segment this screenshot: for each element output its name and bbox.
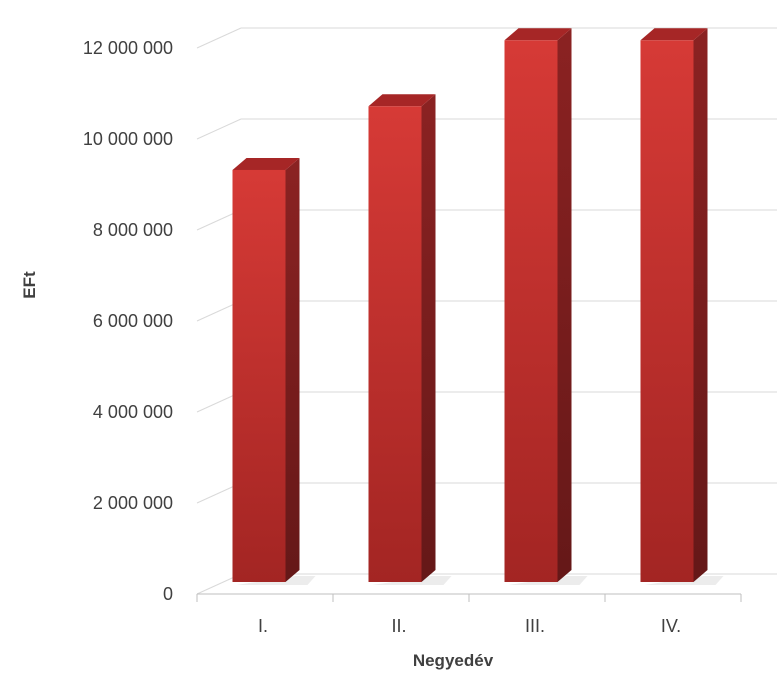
x-axis-title: Negyedév [413,651,494,670]
x-tick-label: I. [258,616,268,636]
y-axis-tick-labels: 0 2 000 000 4 000 000 6 000 000 8 000 000 10 … [83,38,173,604]
bar-4 [640,28,724,585]
x-tick-label: III. [525,616,545,636]
gridline [196,27,777,49]
bars [232,28,724,585]
y-tick-label: 12 000 000 [83,38,173,58]
bar-2 [368,94,452,585]
y-tick-label: 0 [163,584,173,604]
y-tick-label: 10 000 000 [83,129,173,149]
x-axis [196,593,742,602]
y-tick-label: 2 000 000 [93,493,173,513]
y-tick-label: 8 000 000 [93,220,173,240]
y-tick-label: 4 000 000 [93,402,173,422]
x-tick-label: IV. [661,616,681,636]
bar-1 [232,157,316,585]
x-axis-tick-labels: I. II. III. IV. [258,616,681,636]
y-axis-title: EFt [20,271,39,299]
x-tick-label: II. [391,616,406,636]
y-tick-label: 6 000 000 [93,311,173,331]
bar-3 [504,28,588,585]
